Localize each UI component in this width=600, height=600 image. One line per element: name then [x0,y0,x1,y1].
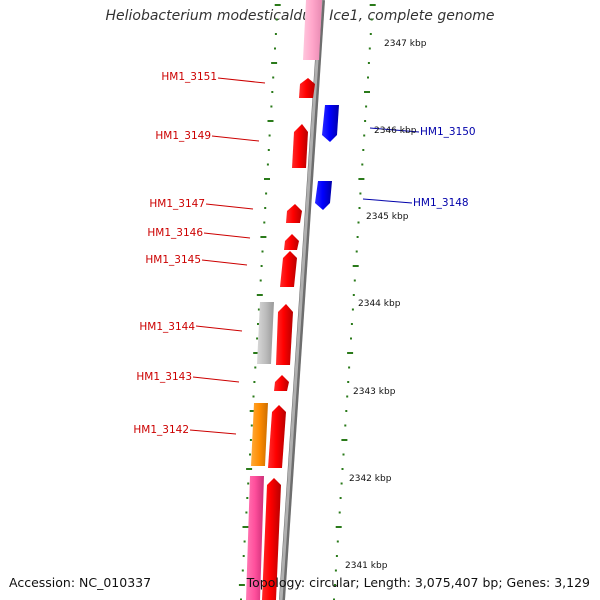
backbone-ring [279,0,323,600]
feature-hm1-3151[interactable] [299,78,315,98]
accession-label: Accession: NC_010337 [9,575,152,590]
gene-label-hm1-3147: HM1_3147 [149,198,205,210]
gene-label-hm1-3149: HM1_3149 [155,130,211,142]
feature-hm1-3149[interactable] [292,124,308,168]
gene-label-hm1-3144: HM1_3144 [139,321,195,333]
gene-label-hm1-3151: HM1_3151 [161,71,217,83]
scale-ticks [238,4,376,600]
feature-gray[interactable] [257,302,274,364]
scale-label-2343: 2343 kbp [353,387,396,397]
feature-hm1-3148[interactable] [315,181,332,210]
scale-label-2345: 2345 kbp [366,212,409,222]
gene-labels-left: HM1_3151 HM1_3149 HM1_3147 HM1_3146 HM1_… [133,71,217,436]
gene-label-hm1-3146: HM1_3146 [147,227,203,239]
gene-label-hm1-3143: HM1_3143 [136,371,192,383]
gene-label-hm1-3145: HM1_3145 [145,254,201,266]
feature-hm1-3150[interactable] [322,105,339,142]
feature-track [246,0,339,600]
scale-label-2347: 2347 kbp [384,39,427,49]
scale-label-2342: 2342 kbp [349,474,392,484]
gene-label-hm1-3142: HM1_3142 [133,424,189,436]
feature-pink-bottom[interactable] [246,476,264,600]
map-title: Heliobacterium modesticaldum Ice1, compl… [105,8,495,24]
gene-label-hm1-3150: HM1_3150 [420,126,476,138]
feature-red-bottom[interactable] [262,478,281,600]
feature-hm1-3142[interactable] [268,405,286,468]
scale-label-2341: 2341 kbp [345,561,388,571]
feature-pink-top[interactable] [303,0,322,60]
scale-label-2344: 2344 kbp [358,299,401,309]
feature-hm1-3145[interactable] [280,251,297,287]
feature-hm1-3147[interactable] [286,204,302,223]
feature-orange[interactable] [251,403,268,466]
topology-label: Topology: circular; Length: 3,075,407 bp… [246,575,590,590]
leader-lines [189,77,420,435]
scale-labels: 2347 kbp 2346 kbp 2345 kbp 2344 kbp 2343… [345,39,427,571]
gene-labels-right: HM1_3150 HM1_3148 [413,126,476,209]
feature-hm1-3144[interactable] [276,304,293,365]
gene-label-hm1-3148: HM1_3148 [413,197,469,209]
feature-hm1-3143[interactable] [274,375,289,391]
feature-hm1-3146[interactable] [284,234,299,250]
scale-label-2346: 2346 kbp [374,126,417,136]
